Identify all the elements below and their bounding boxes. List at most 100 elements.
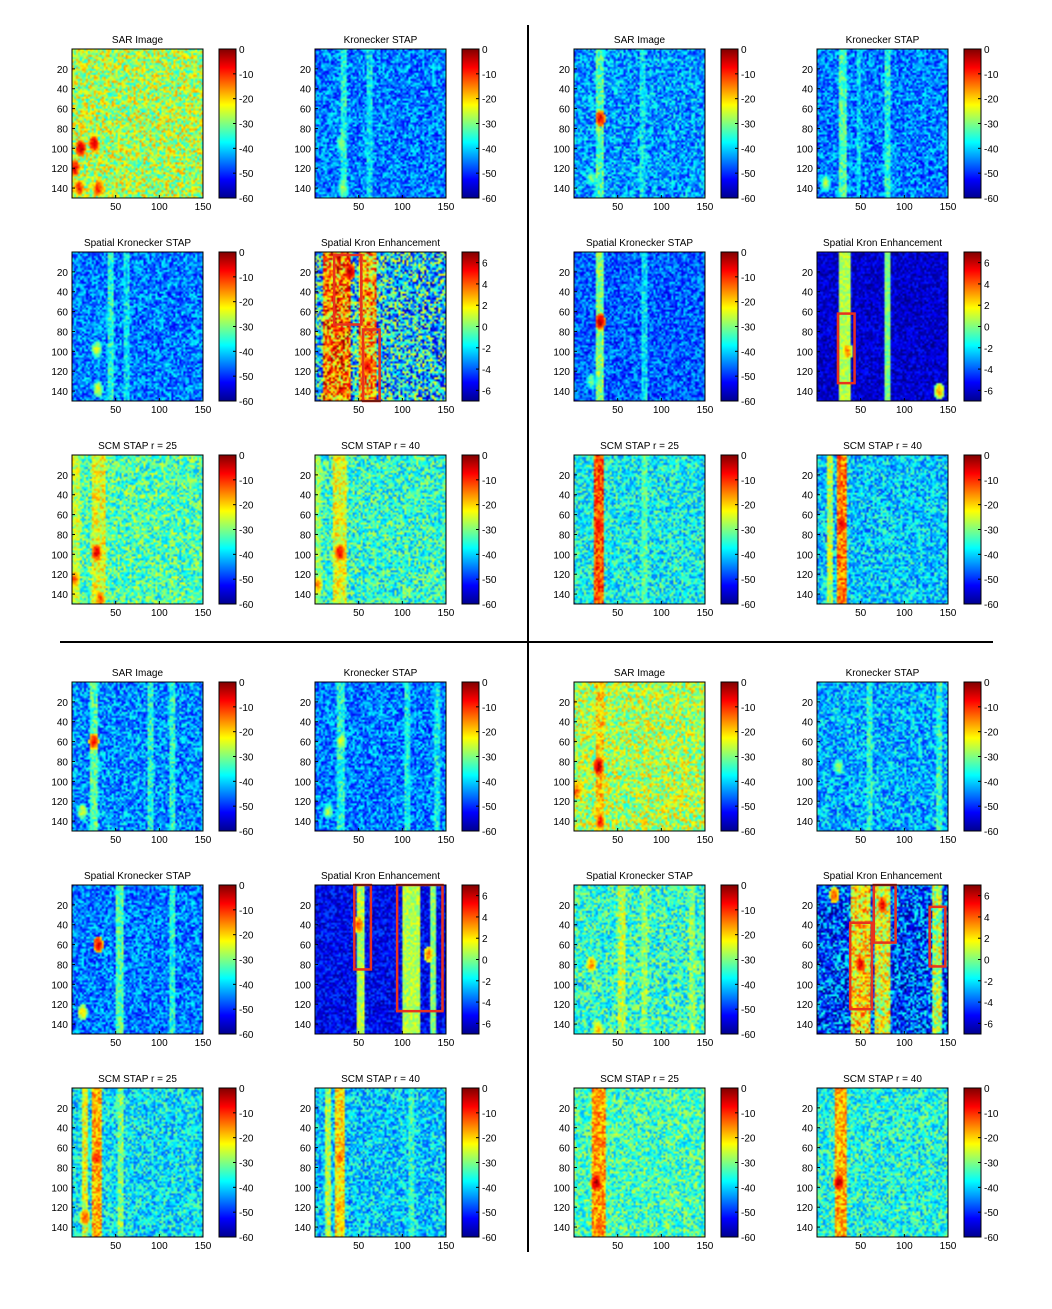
y-tick-label: 40	[300, 85, 312, 96]
heatmap-panel: Spatial Kronecker STAP 20 40 60 80 100 120 140 5…	[51, 871, 254, 1049]
axes-frame	[71, 681, 204, 832]
colorbar-tick-label: 0	[984, 678, 990, 689]
panel-title: Spatial Kronecker STAP	[84, 238, 191, 249]
colorbar-tick-label: -20	[984, 501, 999, 512]
heatmap-image	[574, 1088, 705, 1237]
y-tick-label: 60	[559, 1144, 571, 1155]
y-tick-label: 60	[802, 1144, 814, 1155]
colorbar-tick-label: -10	[482, 70, 497, 81]
x-tick-label: 50	[353, 608, 365, 619]
y-tick-label: 120	[553, 1203, 570, 1214]
y-tick-label: 40	[559, 921, 571, 932]
colorbar-tick-label: -10	[984, 703, 999, 714]
colorbar-tick-label: -30	[741, 956, 756, 967]
y-tick-label: 80	[559, 327, 571, 338]
y-tick-label: 20	[300, 65, 312, 76]
colorbar-tick-label: 0	[482, 45, 488, 56]
colorbar-tick-label: -30	[239, 323, 254, 334]
y-tick-label: 20	[802, 1104, 814, 1115]
axes-frame	[573, 454, 706, 605]
x-tick-label: 100	[653, 608, 670, 619]
y-tick-label: 120	[51, 1000, 68, 1011]
y-tick-label: 140	[796, 387, 813, 398]
y-tick-label: 120	[294, 1203, 311, 1214]
colorbar-tick-label: -40	[984, 144, 999, 155]
colorbar-tick-label: -30	[984, 753, 999, 764]
colorbar-tick-label: -20	[741, 501, 756, 512]
y-tick-label: 40	[300, 921, 312, 932]
y-tick-label: 120	[796, 797, 813, 808]
axes-frame	[816, 48, 949, 199]
colorbar-tick-label: -40	[482, 144, 497, 155]
y-tick-label: 40	[300, 1124, 312, 1135]
y-tick-label: 140	[294, 590, 311, 601]
colorbar-tick-label: -40	[741, 144, 756, 155]
colorbar-tick-label: 0	[239, 881, 245, 892]
y-tick-label: 100	[553, 144, 570, 155]
y-tick-label: 80	[300, 124, 312, 135]
heatmap-panel: SAR Image 20 40 60 80 100 120 140 50 100 150 0 -10 -2…	[51, 668, 254, 846]
y-tick-label: 80	[559, 757, 571, 768]
axes-frame	[816, 251, 949, 402]
y-tick-label: 80	[802, 327, 814, 338]
colorbar-tick-label: -20	[741, 298, 756, 309]
colorbar-tick-label: -40	[984, 1183, 999, 1194]
colorbar-tick-label: -20	[741, 728, 756, 739]
y-tick-label: 60	[802, 941, 814, 952]
x-tick-label: 150	[195, 202, 212, 213]
colorbar-tick-label: -60	[741, 194, 756, 205]
heatmap-panel: SCM STAP r = 40 20 40 60 80 100 120 140 50 100 150…	[294, 441, 497, 619]
colorbar-tick-label: -50	[239, 372, 254, 383]
y-tick-label: 140	[553, 1223, 570, 1234]
axes-frame	[71, 251, 204, 402]
y-tick-label: 60	[802, 738, 814, 749]
x-tick-label: 150	[438, 835, 455, 846]
colorbar-tick-label: 2	[482, 301, 488, 312]
colorbar-tick-label: -10	[482, 476, 497, 487]
y-tick-label: 20	[559, 1104, 571, 1115]
colorbar-tick-label: -50	[239, 1005, 254, 1016]
y-tick-label: 40	[802, 85, 814, 96]
y-tick-label: 80	[802, 530, 814, 541]
colorbar-tick-label: -60	[741, 827, 756, 838]
colorbar-tick-label: 0	[239, 451, 245, 462]
y-tick-label: 40	[802, 1124, 814, 1135]
colorbar-tick-label: 0	[239, 1084, 245, 1095]
x-tick-label: 50	[353, 835, 365, 846]
y-tick-label: 20	[559, 65, 571, 76]
y-tick-label: 20	[300, 471, 312, 482]
colorbar-tick-label: -30	[239, 1159, 254, 1170]
heatmap-panel: SCM STAP r = 40 20 40 60 80 100 120 140 50 100 150…	[796, 1074, 999, 1252]
y-tick-label: 100	[796, 777, 813, 788]
y-tick-label: 20	[57, 268, 69, 279]
y-tick-label: 60	[300, 511, 312, 522]
colorbar-tick-label: -20	[984, 728, 999, 739]
y-tick-label: 100	[796, 144, 813, 155]
colorbar-tick-label: -30	[741, 526, 756, 537]
detection-box	[928, 905, 947, 968]
colorbar-tick-label: 0	[239, 45, 245, 56]
colorbar-tick-label: -60	[984, 600, 999, 611]
axes-frame	[314, 48, 447, 199]
y-tick-label: 140	[796, 1020, 813, 1031]
x-tick-label: 50	[353, 202, 365, 213]
y-tick-label: 120	[796, 367, 813, 378]
y-tick-label: 100	[51, 144, 68, 155]
colorbar-tick-label: 0	[741, 881, 747, 892]
x-tick-label: 150	[697, 202, 714, 213]
x-tick-label: 100	[151, 1038, 168, 1049]
heatmap-image	[817, 1088, 948, 1237]
colorbar-tick-label: -60	[741, 1233, 756, 1244]
colorbar-tick-label: -6	[984, 1019, 993, 1030]
y-tick-label: 60	[57, 1144, 69, 1155]
y-tick-label: 20	[57, 1104, 69, 1115]
detection-box	[848, 921, 874, 1011]
y-tick-label: 140	[553, 184, 570, 195]
x-tick-label: 50	[110, 1038, 122, 1049]
heatmap-panel: SCM STAP r = 40 20 40 60 80 100 120 140 50 100 150…	[294, 1074, 497, 1252]
colorbar-tick-label: -20	[984, 95, 999, 106]
heatmap-image	[574, 49, 705, 198]
x-tick-label: 150	[438, 1241, 455, 1252]
colorbar-tick-label: -40	[741, 347, 756, 358]
